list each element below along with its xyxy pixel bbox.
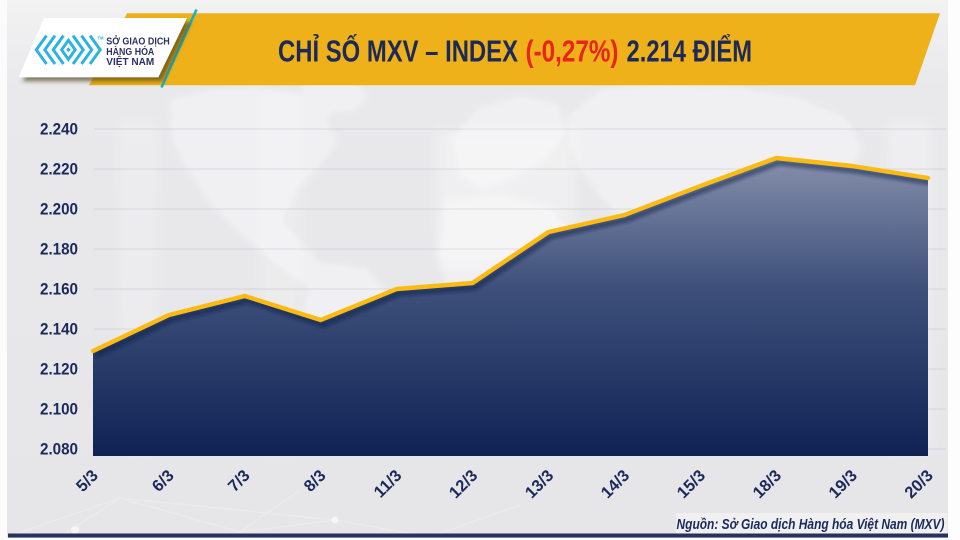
svg-text:2.100: 2.100 bbox=[40, 401, 78, 419]
svg-text:SỞ GIAO DỊCH: SỞ GIAO DỊCH bbox=[106, 36, 170, 48]
svg-text:2.200: 2.200 bbox=[40, 201, 78, 219]
svg-text:TM: TM bbox=[98, 36, 105, 41]
svg-text:2.214 ĐIỂM: 2.214 ĐIỂM bbox=[627, 34, 753, 69]
svg-text:2.080: 2.080 bbox=[40, 441, 78, 459]
svg-text:2.180: 2.180 bbox=[40, 241, 78, 259]
svg-text:2.160: 2.160 bbox=[40, 281, 78, 299]
svg-text:VIỆT NAM: VIỆT NAM bbox=[106, 56, 154, 68]
svg-text:Nguồn: Sở Giao dịch Hàng hóa V: Nguồn: Sở Giao dịch Hàng hóa Việt Nam (M… bbox=[677, 516, 945, 533]
svg-text:HÀNG HÓA: HÀNG HÓA bbox=[106, 46, 154, 58]
svg-text:2.140: 2.140 bbox=[40, 321, 78, 339]
svg-text:(-0,27%): (-0,27%) bbox=[526, 34, 619, 69]
svg-text:CHỈ SỐ MXV – INDEX: CHỈ SỐ MXV – INDEX bbox=[278, 33, 518, 69]
svg-text:2.220: 2.220 bbox=[40, 161, 78, 179]
svg-text:2.120: 2.120 bbox=[40, 361, 78, 379]
svg-text:2.240: 2.240 bbox=[40, 121, 78, 139]
